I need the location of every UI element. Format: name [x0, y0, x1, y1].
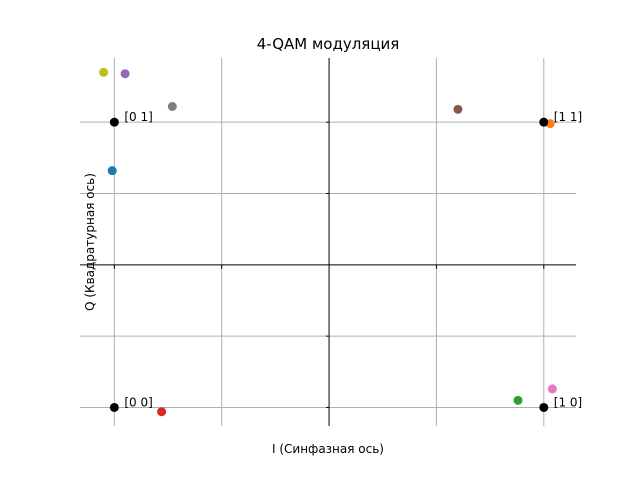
- received-point: [120, 69, 130, 79]
- y-axis-label: Q (Квадратурная ось): [83, 173, 97, 311]
- ideal-point-label: [1 0]: [554, 395, 582, 409]
- received-point: [167, 101, 177, 111]
- ideal-point: [539, 117, 549, 127]
- received-point: [99, 67, 109, 77]
- grid-layer: [80, 58, 576, 426]
- received-point: [547, 384, 557, 394]
- received-point: [453, 104, 463, 114]
- ideal-points: [0 1] [1 1] [0 0] [1 0]: [109, 110, 582, 412]
- received-point: [157, 407, 167, 417]
- ideal-point-label: [1 1]: [554, 110, 582, 124]
- x-axis-label: I (Синфазная ось): [272, 442, 384, 456]
- ideal-point: [539, 402, 549, 412]
- received-point: [513, 395, 523, 405]
- ideal-point-label: [0 0]: [124, 395, 152, 409]
- chart-title: 4-QAM модуляция: [257, 35, 400, 53]
- ideal-point: [109, 402, 119, 412]
- ideal-point-label: [0 1]: [124, 110, 152, 124]
- received-points: [99, 67, 557, 417]
- received-point: [107, 166, 117, 176]
- ideal-point: [109, 117, 119, 127]
